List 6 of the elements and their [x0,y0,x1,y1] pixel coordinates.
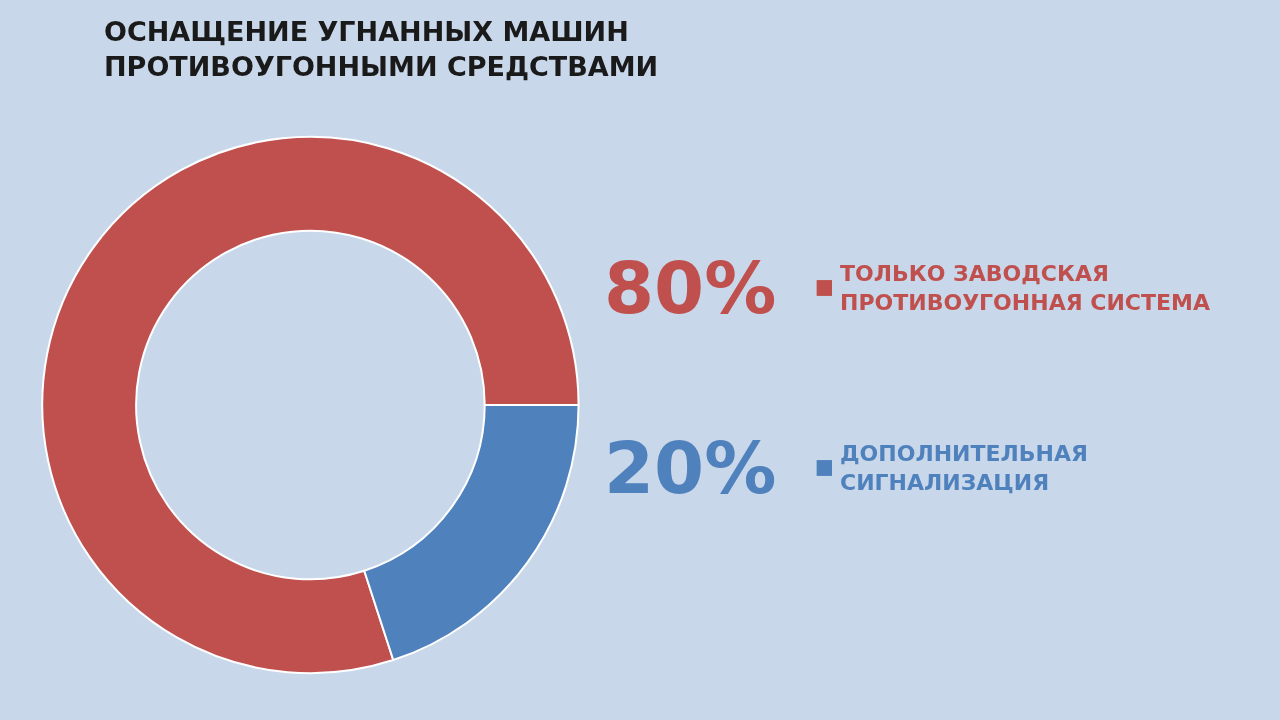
data-label: 20% [604,426,777,510]
legend-label: ДОПОЛНИТЕЛЬНАЯ СИГНАЛИЗАЦИЯ [840,441,1088,495]
chart-title: ОСНАЩЕНИЕ УГНАННЫХ МАШИН ПРОТИВОУГОННЫМИ СРЕДСТВАМИ [104,16,659,83]
donut-slice [41,135,580,674]
legend-label: ТОЛЬКО ЗАВОДСКАЯ ПРОТИВОУГОННАЯ СИСТЕМА [840,261,1210,315]
data-label: 80% [604,246,777,330]
